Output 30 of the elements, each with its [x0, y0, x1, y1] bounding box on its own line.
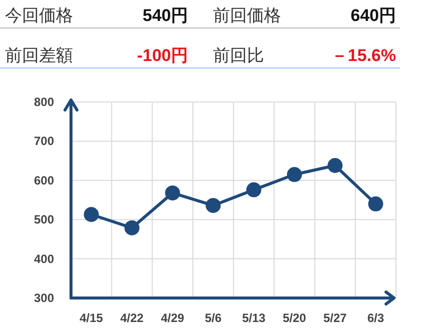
x-tick-label: 4/29	[160, 311, 185, 325]
point	[84, 207, 99, 222]
text: －15.6%	[330, 46, 396, 65]
point	[328, 158, 343, 174]
point	[165, 185, 180, 200]
point	[206, 198, 221, 213]
text: 前回差額	[5, 46, 73, 65]
x-tick-label: 5/6	[204, 311, 222, 325]
text: 前回比	[213, 46, 264, 65]
point	[246, 182, 262, 198]
text: -100円	[136, 46, 188, 65]
y-tick-label: 600	[34, 173, 54, 188]
y-tick-label: 400	[34, 252, 54, 266]
x-tick-label: 5/27	[323, 311, 348, 325]
point	[124, 220, 140, 236]
y-tick-label: 800	[34, 95, 54, 109]
text: 540円	[142, 6, 188, 25]
point	[286, 167, 302, 182]
x-tick-label: 4/22	[120, 311, 144, 325]
text: 前回価格	[213, 6, 281, 25]
point	[368, 196, 384, 212]
text: 今回価格	[5, 6, 73, 25]
x-tick-label: 6/3	[367, 311, 384, 325]
y-tick-label: 700	[34, 134, 54, 148]
y-tick-label: 500	[34, 212, 54, 227]
x-tick-label: 4/15	[80, 311, 104, 325]
x-tick-label: 5/20	[282, 311, 306, 325]
y-tick-label: 300	[34, 291, 54, 305]
text: 640円	[350, 6, 396, 25]
x-tick-label: 5/13	[242, 311, 266, 325]
